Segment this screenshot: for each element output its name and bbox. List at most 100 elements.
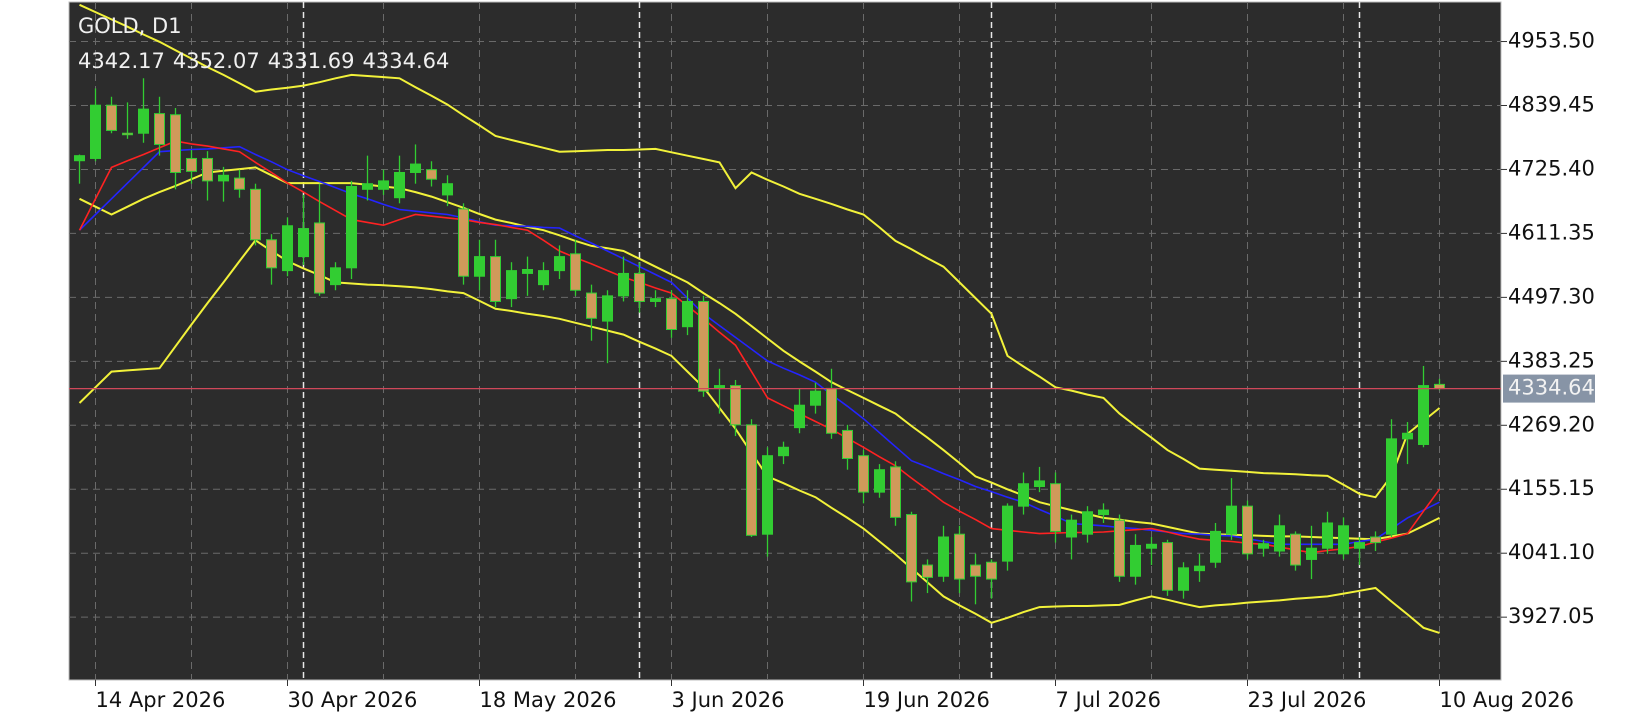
candle-body (234, 177, 245, 190)
candle-body (378, 180, 389, 190)
candle-body (650, 298, 661, 302)
candle-body (314, 222, 325, 294)
indicator-line (79, 3, 1441, 499)
x-tick-label: 18 May 2026 (480, 688, 617, 712)
candle-body (874, 469, 885, 493)
ohlc-high: 4352.07 (173, 49, 260, 73)
candle-body (954, 533, 965, 580)
candle-body (1274, 525, 1285, 552)
candle-body (170, 114, 181, 173)
candle-body (298, 228, 309, 258)
candle-body (826, 387, 837, 434)
candle-body (634, 272, 645, 302)
candle-body (890, 466, 901, 518)
candle-body (730, 385, 741, 426)
candle-body (522, 268, 533, 274)
ohlc-close: 4334.64 (363, 49, 450, 73)
candle-body (794, 404, 805, 429)
ohlc-header: 4342.17 4352.07 4331.69 4334.64 (78, 49, 449, 73)
y-tick-label: 4497.30 (1508, 284, 1595, 308)
y-tick-label: 4269.20 (1508, 412, 1595, 436)
candle-body (618, 272, 629, 297)
candle-body (1130, 544, 1141, 577)
candle-body (778, 446, 789, 457)
candle-body (1418, 385, 1429, 445)
candle-body (938, 536, 949, 577)
candle-body (1018, 483, 1029, 507)
candle-body (922, 564, 933, 578)
candle-body (538, 270, 549, 286)
candle-body (106, 104, 117, 131)
candle-body (586, 292, 597, 319)
candle-body (410, 163, 421, 173)
candle-body (554, 256, 565, 272)
candle-body (1226, 505, 1237, 535)
x-tick-label: 30 Apr 2026 (288, 688, 418, 712)
candle-body (330, 267, 341, 286)
y-tick-label: 4611.35 (1508, 220, 1595, 244)
price-label-box (1503, 374, 1595, 403)
y-tick-label: 4383.25 (1508, 348, 1595, 372)
candle-body (1290, 533, 1301, 566)
marks (69, 3, 1501, 634)
candle-body (570, 253, 581, 291)
candle-body (506, 270, 517, 300)
candle-body (762, 455, 773, 535)
price-label: 4334.64 (1508, 376, 1595, 400)
chart-title: GOLD, D1 (78, 14, 182, 38)
x-tick-label: 19 Jun 2026 (864, 688, 990, 712)
candle-body (250, 188, 261, 241)
candle-body (346, 186, 357, 269)
plot-area (68, 1, 1502, 681)
x-tick-label: 3 Jun 2026 (672, 688, 785, 712)
candle-body (282, 225, 293, 272)
candle-body (1210, 530, 1221, 563)
candle-body (1370, 536, 1381, 544)
ohlc-open: 4342.17 (78, 49, 165, 73)
candle-body (1194, 565, 1205, 572)
candle-body (714, 385, 725, 389)
candle-body (666, 298, 677, 331)
y-tick-label: 4155.15 (1508, 476, 1595, 500)
candle-body (1050, 483, 1061, 532)
candle-body (458, 208, 469, 277)
candle-body (266, 239, 277, 269)
candle-body (1242, 505, 1253, 555)
candle-body (394, 171, 405, 199)
candle-body (490, 256, 501, 302)
candle-body (602, 295, 613, 322)
x-tick-label: 23 Jul 2026 (1248, 688, 1367, 712)
candle-body (1002, 505, 1013, 562)
y-tick-label: 3927.05 (1508, 604, 1595, 628)
candle-body (1034, 480, 1045, 488)
x-tick-label: 14 Apr 2026 (96, 688, 226, 712)
candle-body (1114, 519, 1125, 577)
candle-body (474, 256, 485, 277)
candle-body (906, 514, 917, 583)
candle-body (1386, 438, 1397, 535)
candle-body (90, 104, 101, 159)
candle-body (442, 183, 453, 196)
x-tick-label: 7 Jul 2026 (1056, 688, 1162, 712)
y-tick-label: 4725.40 (1508, 156, 1595, 180)
candle-body (842, 429, 853, 459)
y-tick-label: 4953.50 (1508, 29, 1595, 53)
ohlc-low: 4331.69 (268, 49, 355, 73)
candle-body (138, 108, 149, 134)
candle-body (746, 424, 757, 536)
candle-body (154, 113, 165, 145)
candle-body (1338, 525, 1349, 555)
candle-body (1082, 511, 1093, 535)
candle-body (1258, 543, 1269, 549)
grid (69, 2, 1501, 680)
candle-body (1402, 432, 1413, 440)
candle-body (218, 174, 229, 182)
candle-body (810, 390, 821, 406)
candle-body (186, 157, 197, 172)
candle-body (858, 455, 869, 493)
candle-body (986, 561, 997, 580)
candle-body (698, 300, 709, 392)
candle-body (1178, 567, 1189, 591)
